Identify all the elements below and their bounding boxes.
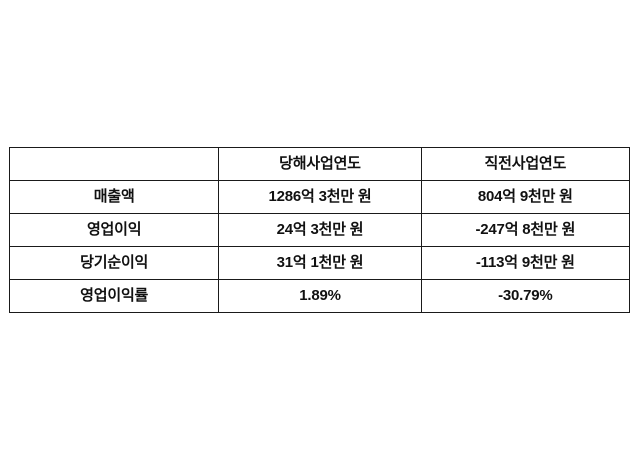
cell-revenue-previous: 804억 9천만 원 bbox=[420, 180, 631, 214]
table-body: 매출액 1286억 3천만 원 804억 9천만 원 영업이익 24억 3천만 … bbox=[8, 180, 631, 313]
table-row: 영업이익 24억 3천만 원 -247억 8천만 원 bbox=[8, 213, 631, 247]
row-label-operating-profit: 영업이익 bbox=[8, 213, 220, 247]
table-row: 영업이익률 1.89% -30.79% bbox=[8, 279, 631, 313]
cell-operating-profit-previous: -247억 8천만 원 bbox=[420, 213, 631, 247]
row-label-operating-margin: 영업이익률 bbox=[8, 279, 220, 313]
column-header-current-year: 당해사업연도 bbox=[218, 147, 422, 181]
table-row: 당기순이익 31억 1천만 원 -113억 9천만 원 bbox=[8, 246, 631, 280]
column-header-previous-year: 직전사업연도 bbox=[420, 147, 631, 181]
cell-net-income-current: 31억 1천만 원 bbox=[218, 246, 422, 280]
cell-operating-margin-previous: -30.79% bbox=[420, 279, 631, 313]
cell-operating-margin-current: 1.89% bbox=[218, 279, 422, 313]
cell-operating-profit-current: 24억 3천만 원 bbox=[218, 213, 422, 247]
table-header: 당해사업연도 직전사업연도 bbox=[8, 147, 631, 181]
table-header-row: 당해사업연도 직전사업연도 bbox=[8, 147, 631, 181]
table-row: 매출액 1286억 3천만 원 804억 9천만 원 bbox=[8, 180, 631, 214]
cell-revenue-current: 1286억 3천만 원 bbox=[218, 180, 422, 214]
cell-net-income-previous: -113억 9천만 원 bbox=[420, 246, 631, 280]
financial-summary-table: 당해사업연도 직전사업연도 매출액 1286억 3천만 원 804억 9천만 원… bbox=[8, 147, 631, 313]
row-label-revenue: 매출액 bbox=[8, 180, 220, 214]
table-corner-cell bbox=[8, 147, 220, 181]
row-label-net-income: 당기순이익 bbox=[8, 246, 220, 280]
